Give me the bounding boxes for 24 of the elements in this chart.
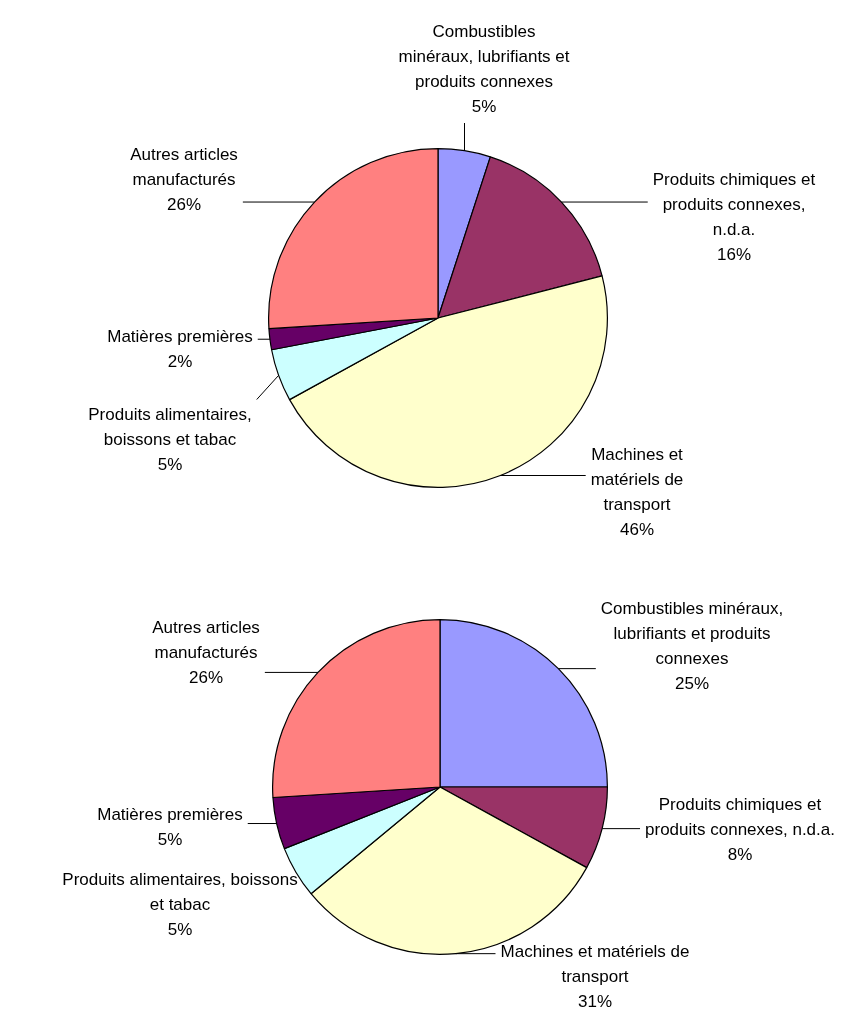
data-label: 26% [166,194,202,214]
slice-label: Matières premières [107,327,253,347]
data-label: 46% [619,520,655,540]
data-label: 5% [157,454,183,474]
slice-label: Matières premières [97,805,243,825]
slice-label: Produits chimiques et produits connexes, n.d.a. [645,794,835,839]
slice-label: Produits alimentaires, boissons et tabac [88,404,252,449]
data-label: 5% [471,97,497,117]
slice-label: Machines et matériels de transport [590,445,684,515]
slice-label: Combustibles minéraux, lubrifiants et produits connexes [600,599,784,669]
slice-label: Machines et matériels de transport [500,941,690,986]
data-label: 5% [157,830,183,850]
data-label: 31% [577,991,613,1011]
slice-label: Combustibles minéraux, lubrifiants et produits connexes [398,22,570,92]
data-label: 25% [674,674,710,694]
data-label: 26% [188,667,224,687]
data-label: 5% [167,919,193,939]
slice-label: Produits alimentaires, boissons et tabac [62,869,298,914]
slice-label: Autres articles manufacturés [130,144,238,189]
slice-label: Autres articles manufacturés [152,617,260,662]
data-label: 2% [167,352,193,372]
data-label: 8% [727,844,753,864]
slice-label: Produits chimiques et produits connexes, n.d.a. [652,170,816,240]
data-label: 16% [716,245,752,265]
